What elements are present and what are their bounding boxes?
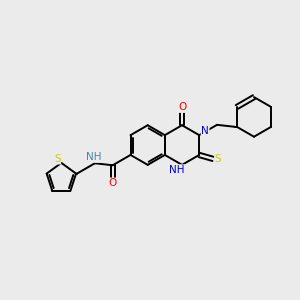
Text: S: S xyxy=(215,154,221,164)
Text: NH: NH xyxy=(169,165,185,175)
Text: S: S xyxy=(54,154,61,164)
Text: NH: NH xyxy=(86,152,102,162)
Text: N: N xyxy=(201,126,209,136)
Text: O: O xyxy=(178,102,186,112)
Text: O: O xyxy=(109,178,117,188)
